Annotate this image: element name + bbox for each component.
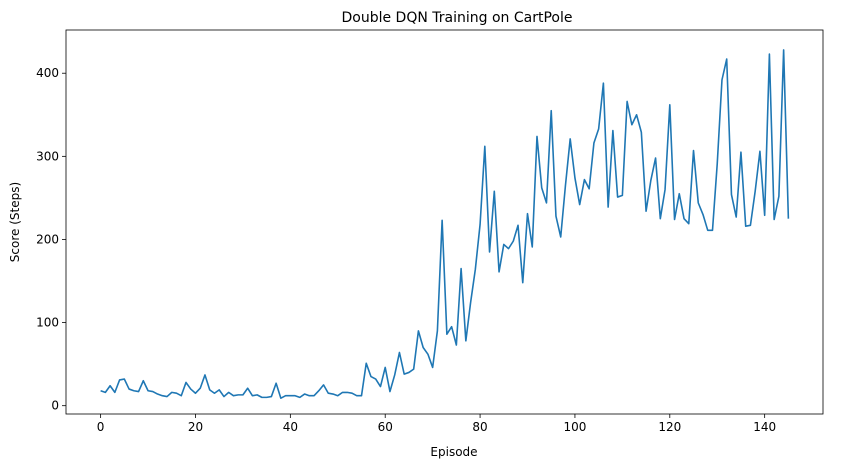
y-tick-label: 300 (36, 149, 59, 163)
y-axis: 0 100 200 300 400 (36, 66, 66, 413)
x-tick-label: 120 (658, 420, 681, 434)
chart-title: Double DQN Training on CartPole (342, 10, 573, 26)
y-axis-label: Score (Steps) (8, 182, 22, 262)
y-tick-label: 200 (36, 232, 59, 246)
x-tick-label: 60 (378, 420, 393, 434)
x-tick-label: 80 (472, 420, 487, 434)
plot-area (100, 49, 790, 400)
x-axis: 0 20 40 60 80 100 120 140 (97, 414, 776, 434)
series-line-0 (100, 49, 790, 400)
y-tick-label: 100 (36, 316, 59, 330)
x-tick-label: 20 (188, 420, 203, 434)
x-axis-label: Episode (430, 445, 477, 459)
y-tick-label: 0 (51, 399, 59, 413)
plot-frame (65, 29, 824, 415)
x-tick-label: 140 (753, 420, 776, 434)
y-tick-label: 400 (36, 66, 59, 80)
x-tick-label: 40 (283, 420, 298, 434)
x-tick-label: 0 (97, 420, 105, 434)
x-tick-label: 100 (563, 420, 586, 434)
